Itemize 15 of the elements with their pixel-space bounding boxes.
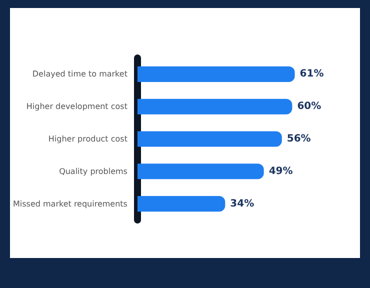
y-tick-label: Delayed time to market <box>32 70 128 79</box>
data-label: 34% <box>230 198 254 210</box>
data-label: 56% <box>286 134 311 144</box>
y-tick-label: Missed market requirements <box>13 199 128 208</box>
data-label: 61% <box>300 68 324 80</box>
bar <box>137 98 292 114</box>
bar <box>137 131 282 147</box>
y-tick-label: Higher product cost <box>48 134 128 144</box>
bar <box>137 196 226 212</box>
bar <box>137 66 295 82</box>
data-label: 49% <box>268 166 293 177</box>
data-label: 60% <box>297 101 322 112</box>
bar <box>137 164 264 180</box>
y-tick-label: Quality problems <box>59 166 128 176</box>
y-tick-label: Higher development cost <box>26 102 128 112</box>
